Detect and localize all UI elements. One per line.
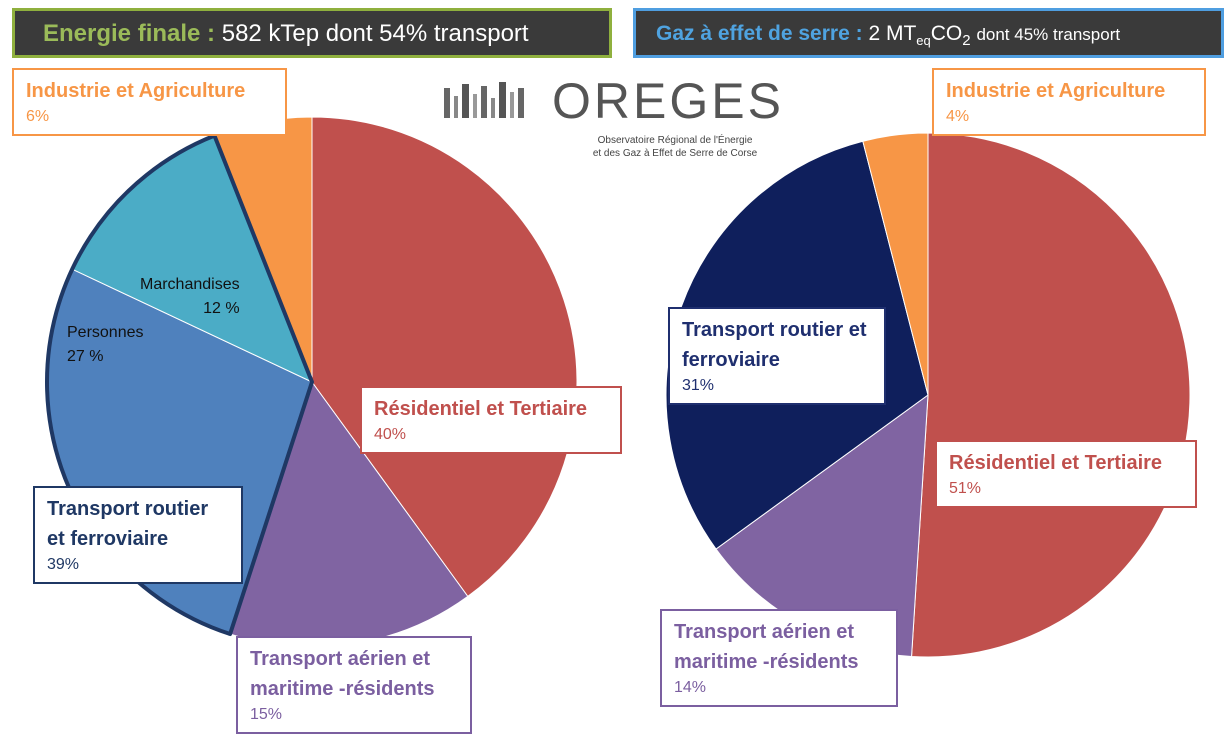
category-label: Résidentiel et Tertiaire — [949, 448, 1183, 478]
header-title: Energie finale : — [43, 20, 215, 47]
value-label: 51% — [949, 478, 1183, 500]
value-label: 40% — [374, 424, 608, 446]
value-label: 31% — [682, 375, 872, 397]
category-label: Marchandises — [140, 273, 240, 297]
logo-icon — [440, 76, 540, 146]
logo-name: OREGES — [552, 72, 784, 130]
logo-subtitle: Observatoire Régional de l'Énergie et de… — [570, 134, 780, 160]
category-label: Transport routier et ferroviaire — [682, 315, 872, 375]
header-text: CO — [931, 22, 963, 45]
logo-subtitle-line: et des Gaz à Effet de Serre de Corse — [570, 147, 780, 160]
pie-slice — [912, 133, 1190, 657]
header-text: 2 — [962, 32, 970, 49]
page: {"header": {"left": {"title": "Energie f… — [0, 0, 1231, 736]
category-label: Industrie et Agriculture — [26, 76, 273, 106]
category-label: Personnes — [67, 321, 144, 345]
category-label: Transport aérien et maritime -résidents — [674, 617, 884, 677]
category-label: Transport aérien et maritime -résidents — [250, 644, 458, 704]
value-label: 12 % — [140, 297, 240, 321]
value-label: 27 % — [67, 345, 144, 369]
header-text: 2 MT — [868, 22, 916, 45]
header-energy: Energie finale : 582 kTep dont 54% trans… — [12, 8, 612, 58]
value-label: 4% — [946, 106, 1192, 128]
value-label: 15% — [250, 704, 458, 726]
value-label: 14% — [674, 677, 884, 699]
header-text: dont 45% transport — [976, 25, 1120, 44]
logo-subtitle-line: Observatoire Régional de l'Énergie — [570, 134, 780, 147]
logo: OREGES Observatoire Régional de l'Énergi… — [440, 72, 800, 172]
value-label: 6% — [26, 106, 273, 128]
value-label: 39% — [47, 554, 229, 576]
category-label: Transport routier et ferroviaire — [47, 494, 229, 554]
category-label: Industrie et Agriculture — [946, 76, 1192, 106]
header-title: Gaz à effet de serre : — [656, 22, 863, 45]
category-label: Résidentiel et Tertiaire — [374, 394, 608, 424]
header-text: 582 kTep dont 54% transport — [222, 20, 529, 47]
header-text: eq — [916, 33, 930, 48]
header-ghg: Gaz à effet de serre : 2 MTeqCO2 dont 45… — [633, 8, 1224, 58]
